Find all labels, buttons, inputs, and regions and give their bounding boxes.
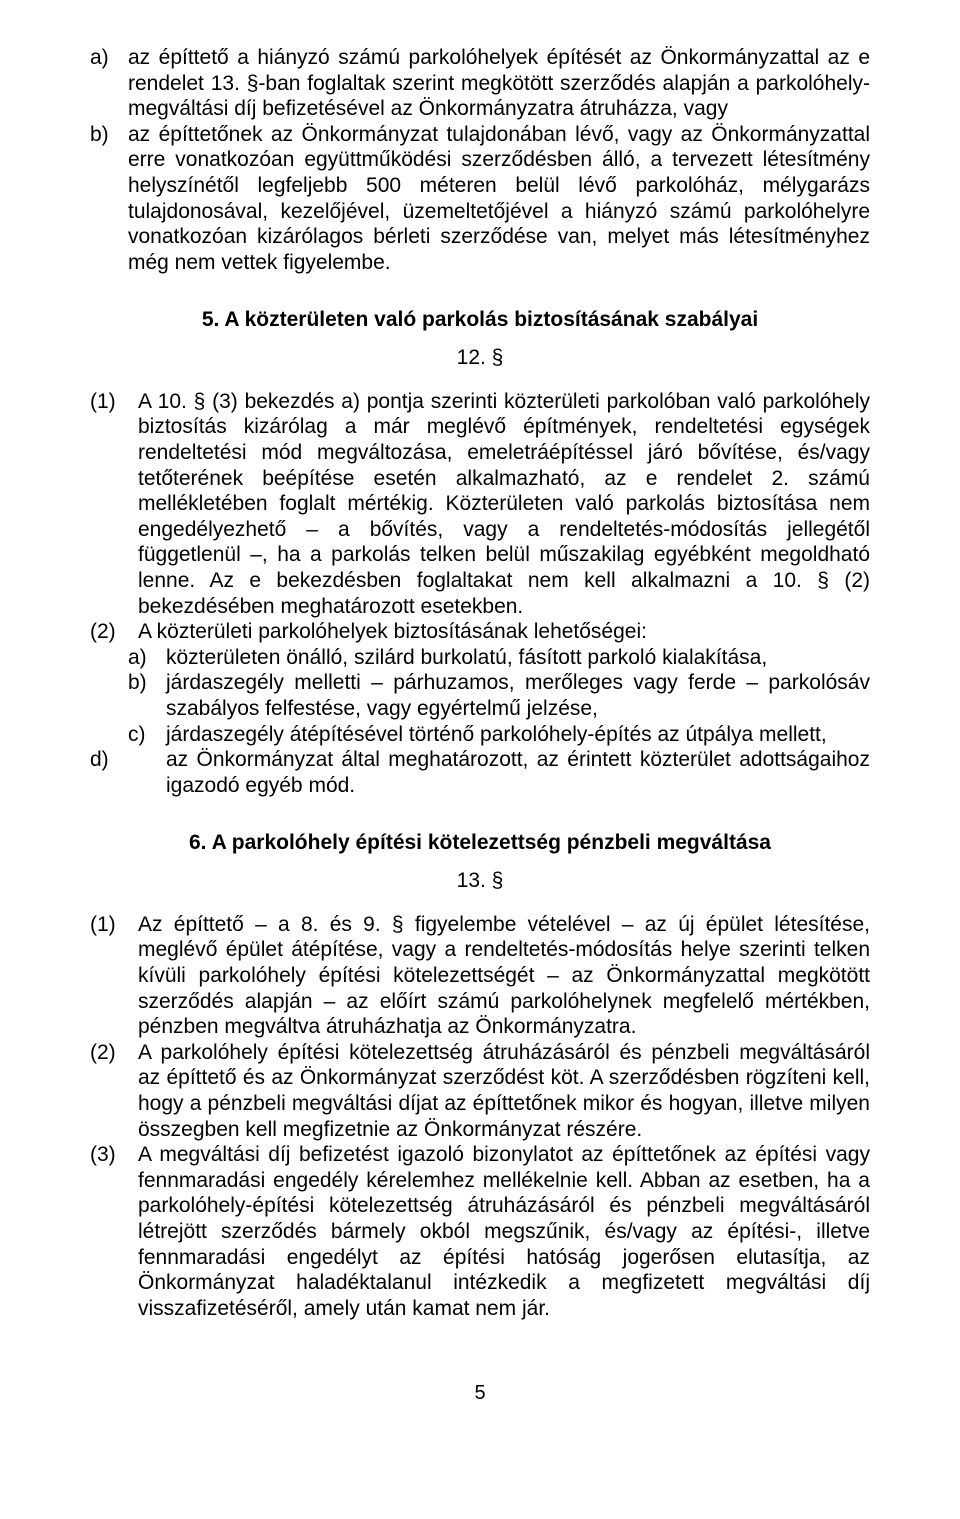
paragraph-13-3: (3) A megváltási díj befizetést igazoló … [90, 1142, 870, 1321]
sub-marker: d) [90, 747, 128, 798]
paragraph-text: A 10. § (3) bekezdés a) pontja szerinti … [138, 389, 870, 619]
paragraph-marker: (1) [90, 389, 138, 619]
section-number-13: 13. § [90, 868, 870, 894]
paragraph-13-2: (2) A parkolóhely építési kötelezettség … [90, 1040, 870, 1142]
paragraph-marker: (3) [90, 1142, 138, 1321]
sub-marker: a) [128, 645, 166, 671]
subitem-12-d: d) az Önkormányzat által meghatározott, … [90, 747, 870, 798]
paragraph-13-1: (1) Az építtető – a 8. és 9. § figyelemb… [90, 912, 870, 1040]
list-text: az építtető a hiányzó számú parkolóhelye… [128, 45, 870, 122]
subitem-12-c: c) járdaszegély átépítésével történő par… [128, 722, 870, 748]
list-item-b: b) az építtetőnek az Önkormányzat tulajd… [90, 122, 870, 276]
sub-marker: b) [128, 670, 166, 721]
heading-5: 5. A közterületen való parkolás biztosít… [90, 307, 870, 333]
paragraph-marker: (2) [90, 619, 138, 645]
heading-6: 6. A parkolóhely építési kötelezettség p… [90, 830, 870, 856]
sub-text: közterületen önálló, szilárd burkolatú, … [166, 645, 870, 671]
paragraph-12-1: (1) A 10. § (3) bekezdés a) pontja szeri… [90, 389, 870, 619]
section-number-12: 12. § [90, 345, 870, 371]
sub-text: járdaszegély átépítésével történő parkol… [166, 722, 870, 748]
sub-marker: c) [128, 722, 166, 748]
paragraph-12-2: (2) A közterületi parkolóhelyek biztosít… [90, 619, 870, 645]
sub-text: az Önkormányzat által meghatározott, az … [166, 747, 870, 798]
sub-text: járdaszegély melletti – párhuzamos, merő… [166, 670, 870, 721]
paragraph-marker: (2) [90, 1040, 138, 1142]
paragraph-text: A parkolóhely építési kötelezettség átru… [138, 1040, 870, 1142]
paragraph-text: A közterületi parkolóhelyek biztosításán… [138, 619, 870, 645]
list-marker: b) [90, 122, 128, 276]
list-text: az építtetőnek az Önkormányzat tulajdoná… [128, 122, 870, 276]
page-number: 5 [90, 1381, 870, 1405]
list-marker: a) [90, 45, 128, 122]
paragraph-marker: (1) [90, 912, 138, 1040]
paragraph-text: A megváltási díj befizetést igazoló bizo… [138, 1142, 870, 1321]
subitem-12-b: b) járdaszegély melletti – párhuzamos, m… [128, 670, 870, 721]
subitem-12-a: a) közterületen önálló, szilárd burkolat… [128, 645, 870, 671]
list-item-a: a) az építtető a hiányzó számú parkolóhe… [90, 45, 870, 122]
paragraph-text: Az építtető – a 8. és 9. § figyelembe vé… [138, 912, 870, 1040]
